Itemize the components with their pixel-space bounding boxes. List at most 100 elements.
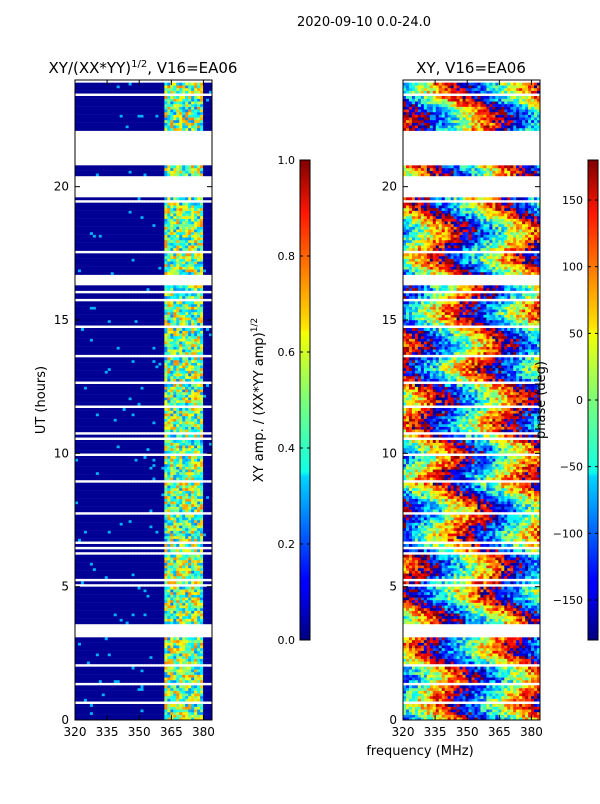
heatmap-cell: [101, 693, 106, 697]
heatmap-cell: [77, 477, 82, 481]
heatmap-cell: [209, 386, 212, 390]
heatmap-cell: [167, 592, 171, 595]
heatmap-cell: [185, 565, 189, 569]
heatmap-cell: [110, 618, 115, 622]
heatmap-cell: [164, 608, 168, 611]
heatmap-cell: [110, 477, 115, 481]
heatmap-cell: [134, 610, 138, 614]
heatmap-cell: [116, 589, 121, 593]
heatmap-cell: [173, 688, 177, 691]
heatmap-cell: [107, 597, 112, 601]
heatmap-cell: [203, 693, 207, 697]
heatmap-cell: [164, 573, 168, 577]
heatmap-cell: [176, 554, 180, 558]
heatmap-cell: [149, 576, 153, 579]
heatmap-cell: [155, 493, 159, 497]
heatmap-cell: [119, 509, 124, 513]
heatmap-cell: [80, 621, 85, 625]
heatmap-cell: [197, 677, 201, 681]
heatmap-cell: [194, 645, 198, 649]
heatmap-cell: [92, 597, 97, 601]
heatmap-cell: [107, 549, 112, 553]
heatmap-cell: [75, 421, 79, 425]
heatmap-cell: [89, 426, 94, 430]
heatmap-cell: [206, 549, 210, 553]
heatmap-cell: [197, 581, 201, 585]
heatmap-cell: [128, 677, 132, 681]
heatmap-cell: [137, 410, 141, 414]
heatmap-cell: [158, 466, 162, 470]
heatmap-cell: [128, 496, 132, 499]
heatmap-cell: [182, 424, 186, 427]
heatmap-cell: [104, 576, 109, 579]
heatmap-cell: [110, 394, 115, 398]
heatmap-cell: [137, 442, 141, 446]
heatmap-cell: [143, 488, 147, 491]
heatmap-cell: [95, 680, 100, 683]
heatmap-cell: [200, 522, 204, 526]
heatmap-cell: [110, 608, 115, 611]
heatmap-cell: [164, 544, 168, 547]
heatmap-cell: [194, 570, 198, 574]
heatmap-cell: [131, 685, 135, 689]
heatmap-cell: [75, 680, 79, 683]
heatmap-cell: [155, 392, 159, 395]
heatmap-cell: [182, 509, 186, 513]
heatmap-cell: [134, 418, 138, 422]
heatmap-cell: [75, 498, 79, 502]
heatmap-cell: [149, 570, 153, 574]
heatmap-cell: [200, 424, 204, 427]
heatmap-cell: [137, 464, 141, 467]
heatmap-cell: [200, 536, 204, 539]
heatmap-cell: [128, 466, 132, 470]
heatmap-cell: [137, 525, 141, 529]
heatmap-cell: [104, 421, 109, 425]
heatmap-cell: [170, 640, 174, 643]
heatmap-cell: [155, 400, 159, 403]
heatmap-cell: [191, 490, 195, 494]
heatmap-cell: [86, 450, 91, 454]
heatmap-cell: [134, 474, 138, 478]
heatmap-cell: [185, 693, 189, 697]
heatmap-cell: [125, 520, 130, 523]
heatmap-cell: [89, 392, 94, 395]
heatmap-cell: [101, 608, 106, 611]
heatmap-cell: [152, 450, 156, 454]
heatmap-cell: [98, 464, 103, 467]
heatmap-cell: [77, 533, 82, 537]
heatmap-cell: [77, 653, 82, 657]
heatmap-cell: [137, 522, 141, 526]
heatmap-cell: [77, 709, 82, 713]
heatmap-cell: [155, 637, 159, 641]
heatmap-cell: [209, 562, 212, 566]
heatmap-cell: [173, 573, 177, 577]
heatmap-cell: [140, 400, 144, 403]
heatmap-cell: [86, 656, 91, 659]
heatmap-cell: [182, 589, 186, 593]
heatmap-cell: [200, 514, 204, 518]
heatmap-cell: [134, 429, 138, 433]
heatmap-cell: [110, 509, 115, 513]
heatmap-cell: [158, 434, 162, 438]
heatmap-cell: [95, 485, 100, 489]
heatmap-cell: [179, 445, 183, 449]
heatmap-cell: [131, 677, 135, 681]
heatmap-cell: [116, 498, 121, 502]
heatmap-cell: [203, 474, 207, 478]
heatmap-cell: [104, 658, 109, 662]
heatmap-cell: [125, 568, 130, 571]
heatmap-cell: [122, 573, 127, 577]
heatmap-cell: [206, 688, 210, 691]
heatmap-cell: [161, 464, 165, 467]
heatmap-cell: [188, 410, 192, 414]
heatmap-cell: [131, 386, 135, 390]
heatmap-cell: [134, 488, 138, 491]
heatmap-cell: [173, 666, 177, 670]
heatmap-cell: [203, 661, 207, 665]
heatmap-cell: [173, 525, 177, 529]
heatmap-cell: [140, 706, 144, 710]
heatmap-cell: [119, 413, 124, 417]
heatmap-cell: [131, 402, 135, 406]
heatmap-cell: [98, 472, 103, 475]
heatmap-cell: [137, 416, 141, 419]
